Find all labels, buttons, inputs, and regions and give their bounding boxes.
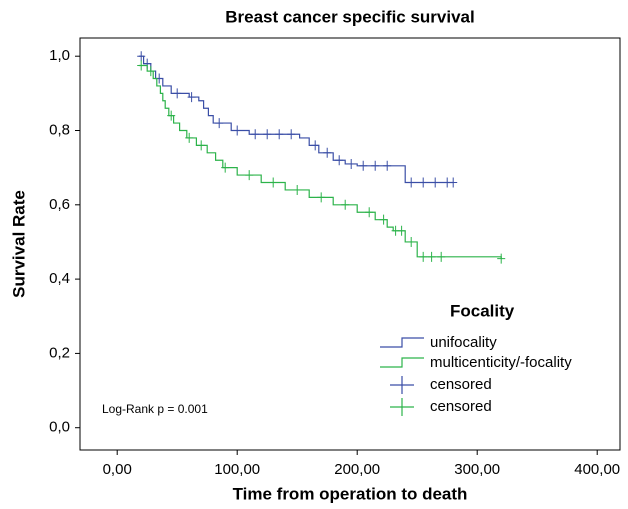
legend-title: Focality bbox=[450, 301, 515, 320]
censor-mark bbox=[173, 88, 182, 99]
x-tick-label: 400,00 bbox=[574, 461, 620, 478]
survival-curve bbox=[138, 55, 454, 184]
censor-mark bbox=[233, 125, 242, 136]
censor-mark bbox=[146, 66, 155, 77]
legend-label: multicenticity/-focality bbox=[430, 354, 572, 371]
y-tick-label: 1,0 bbox=[49, 47, 70, 64]
censor-mark bbox=[263, 129, 272, 140]
annotation: Log-Rank p = 0.001 bbox=[102, 402, 208, 416]
censor-mark bbox=[407, 177, 416, 188]
censor-mark bbox=[215, 118, 224, 129]
y-tick-label: 0,4 bbox=[49, 270, 70, 287]
censor-mark bbox=[137, 51, 146, 62]
censor-mark bbox=[197, 140, 206, 151]
censor-mark bbox=[335, 155, 344, 166]
censor-mark bbox=[287, 129, 296, 140]
censor-mark bbox=[347, 158, 356, 169]
censor-mark bbox=[317, 192, 326, 203]
x-tick-label: 200,00 bbox=[334, 461, 380, 478]
y-tick-label: 0,2 bbox=[49, 344, 70, 361]
y-tick-label: 0,0 bbox=[49, 419, 70, 436]
censor-mark bbox=[419, 177, 428, 188]
censor-mark bbox=[397, 225, 406, 236]
plot-frame bbox=[79, 37, 621, 451]
y-tick-label: 0,8 bbox=[49, 121, 70, 138]
x-tick-label: 300,00 bbox=[454, 461, 500, 478]
censor-mark bbox=[245, 170, 254, 181]
censor-mark bbox=[275, 129, 284, 140]
censor-mark bbox=[365, 207, 374, 218]
censor-mark bbox=[371, 160, 380, 171]
censor-mark bbox=[437, 251, 446, 262]
censor-mark bbox=[269, 177, 278, 188]
censor-mark bbox=[221, 162, 230, 173]
y-tick-label: 0,6 bbox=[49, 196, 70, 213]
censor-mark bbox=[379, 214, 388, 225]
censor-mark bbox=[359, 160, 368, 171]
legend-censor-icon bbox=[390, 398, 414, 416]
censor-mark bbox=[185, 132, 194, 143]
censor-mark bbox=[311, 140, 320, 151]
censor-mark bbox=[323, 147, 332, 158]
legend-label: unifocality bbox=[430, 334, 497, 351]
censor-mark bbox=[341, 199, 350, 210]
x-tick-label: 0,00 bbox=[103, 461, 132, 478]
legend-label: censored bbox=[430, 376, 492, 393]
censor-mark bbox=[137, 60, 146, 71]
legend-label: censored bbox=[430, 398, 492, 415]
survival-curve bbox=[138, 64, 502, 259]
x-axis-label: Time from operation to death bbox=[233, 484, 468, 503]
censor-mark bbox=[251, 129, 260, 140]
censor-mark bbox=[427, 251, 436, 262]
censor-mark bbox=[431, 177, 440, 188]
chart-title: Breast cancer specific survival bbox=[225, 7, 474, 26]
legend-censor-icon bbox=[390, 376, 414, 394]
censor-mark bbox=[497, 253, 506, 264]
censor-mark bbox=[449, 177, 458, 188]
censor-mark bbox=[407, 236, 416, 247]
censor-mark bbox=[187, 92, 196, 103]
x-tick-label: 100,00 bbox=[214, 461, 260, 478]
legend-line-icon bbox=[380, 357, 424, 368]
censor-mark bbox=[383, 160, 392, 171]
legend-line-icon bbox=[380, 337, 424, 348]
censor-mark bbox=[167, 110, 176, 121]
censor-mark bbox=[293, 184, 302, 195]
censor-mark bbox=[419, 251, 428, 262]
y-axis-label: Survival Rate bbox=[9, 190, 28, 298]
